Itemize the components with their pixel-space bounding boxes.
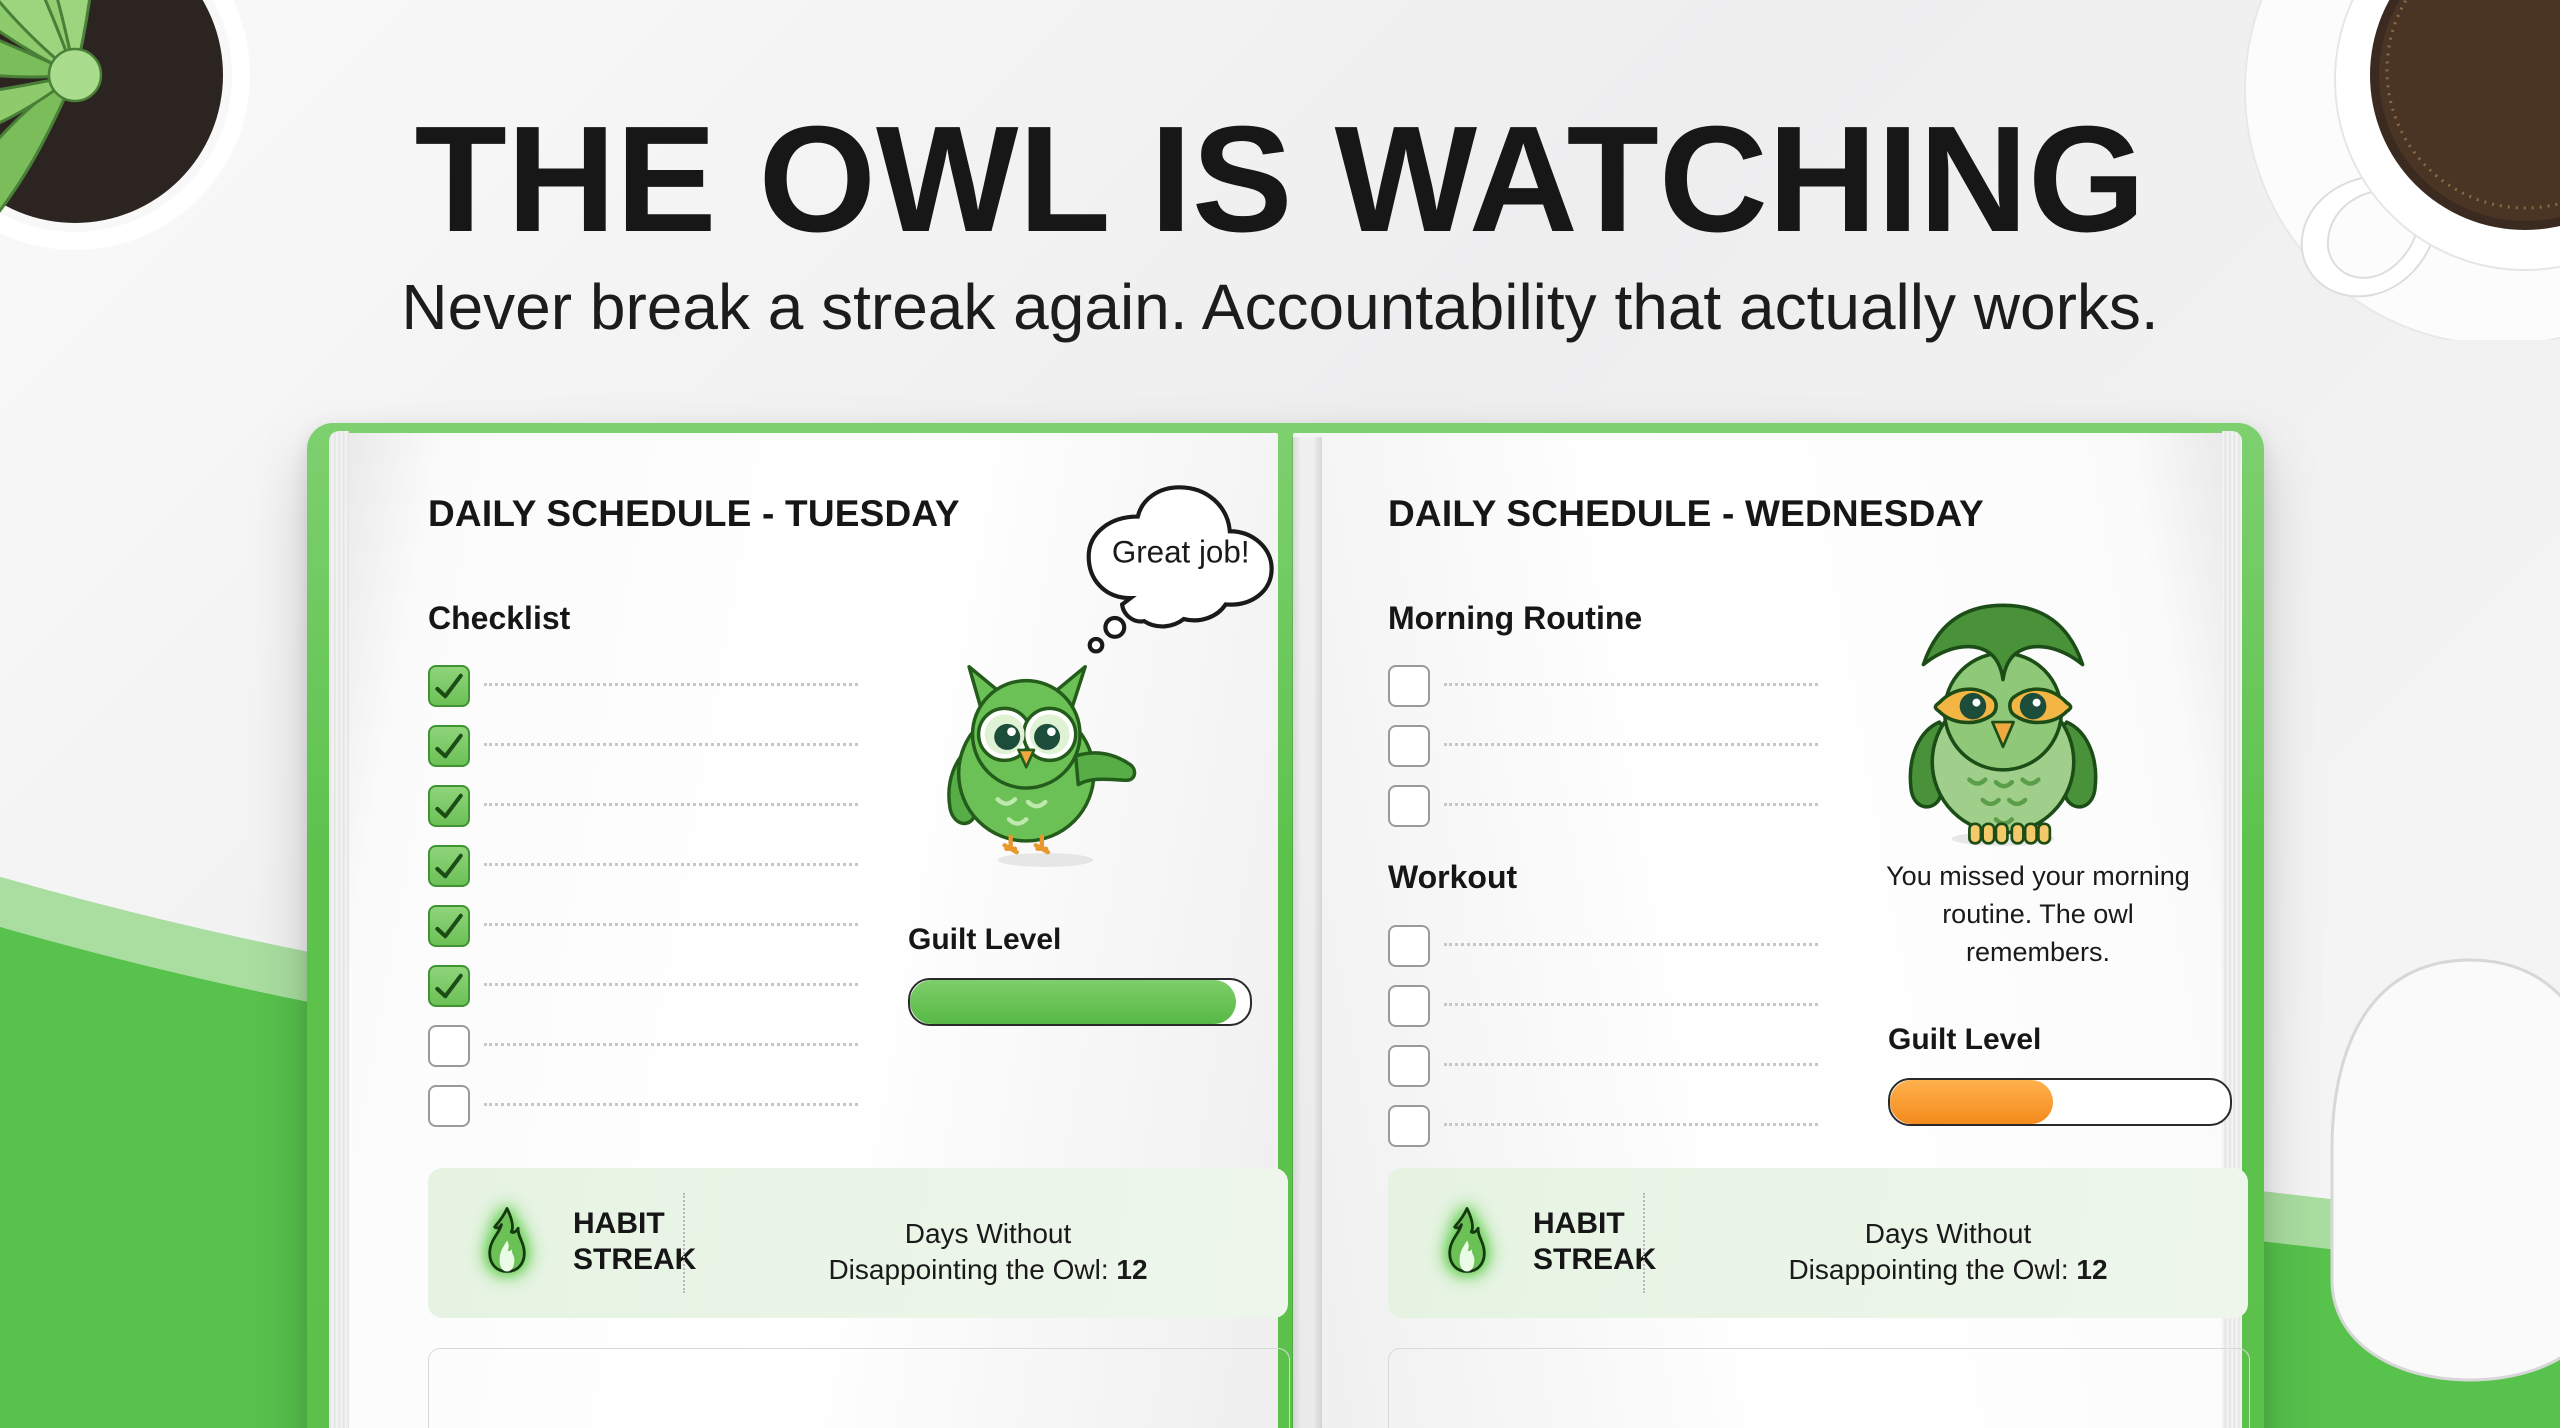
svg-text:Great job!: Great job! <box>1112 535 1250 570</box>
